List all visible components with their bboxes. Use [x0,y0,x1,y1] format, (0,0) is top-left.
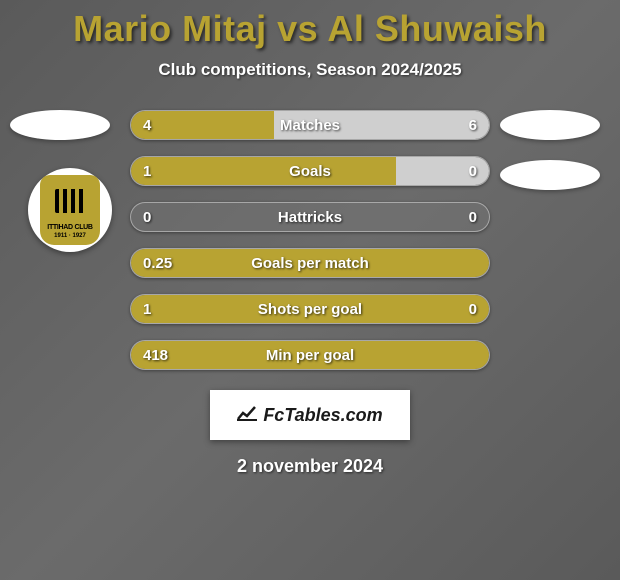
stat-row: 4Matches6 [130,110,490,140]
badge-club-name: ITTIHAD CLUB [47,224,92,231]
bar-left [131,295,489,323]
chart-icon [237,405,257,426]
badge-shield: ITTIHAD CLUB 1911 · 1927 [40,175,100,245]
bar-left [131,157,396,185]
stats-area: ITTIHAD CLUB 1911 · 1927 4Matches6 1Goals… [0,110,620,477]
player-right-placeholder-2 [500,160,600,190]
club-badge-left: ITTIHAD CLUB 1911 · 1927 [28,168,112,252]
stat-value-left: 1 [143,295,151,323]
comparison-infographic: Mario Mitaj vs Al Shuwaish Club competit… [0,0,620,477]
bar-left [131,341,489,369]
stat-row: 418Min per goal [130,340,490,370]
stat-value-left: 418 [143,341,168,369]
stat-row: 1Shots per goal0 [130,294,490,324]
stat-bars: 4Matches61Goals00Hattricks00.25Goals per… [130,110,490,370]
badge-stripes [55,189,85,213]
stat-value-left: 4 [143,111,151,139]
stat-value-right: 0 [469,203,477,231]
attribution-text: FcTables.com [263,405,382,426]
player-right-placeholder-1 [500,110,600,140]
stat-value-left: 0.25 [143,249,172,277]
stat-value-right: 6 [469,111,477,139]
stat-value-right: 0 [469,295,477,323]
date-text: 2 november 2024 [0,456,620,477]
attribution-badge: FcTables.com [210,390,410,440]
stat-value-left: 1 [143,157,151,185]
subtitle: Club competitions, Season 2024/2025 [0,60,620,80]
stat-value-left: 0 [143,203,151,231]
bar-right [274,111,489,139]
stat-label: Hattricks [131,203,489,231]
stat-value-right: 0 [469,157,477,185]
badge-years: 1911 · 1927 [54,233,86,239]
player-left-placeholder [10,110,110,140]
bar-left [131,249,489,277]
stat-row: 0.25Goals per match [130,248,490,278]
page-title: Mario Mitaj vs Al Shuwaish [0,0,620,50]
stat-row: 0Hattricks0 [130,202,490,232]
stat-row: 1Goals0 [130,156,490,186]
bar-left [131,111,274,139]
